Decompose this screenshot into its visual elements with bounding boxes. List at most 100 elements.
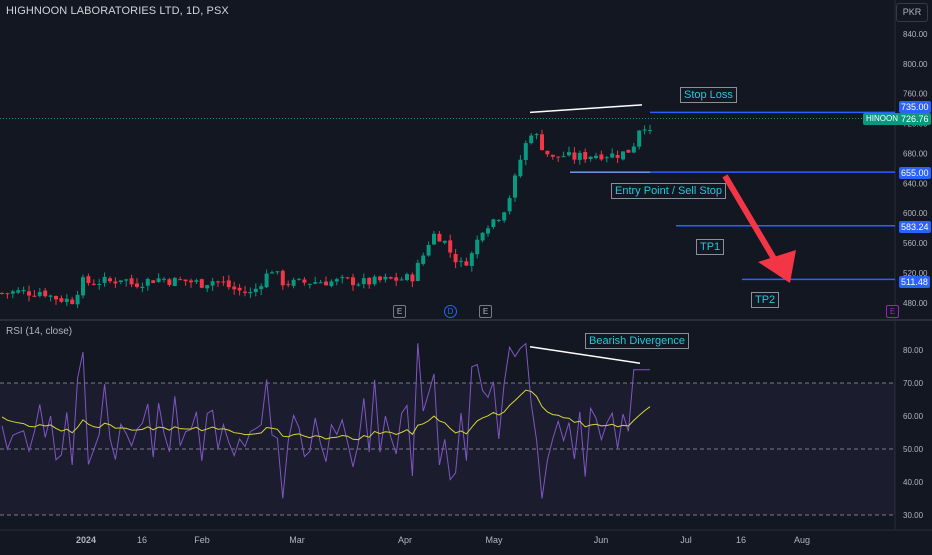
candle-body[interactable] [540, 134, 544, 151]
candle-body[interactable] [545, 150, 550, 155]
candle-body[interactable] [37, 292, 42, 296]
tp2-note[interactable]: TP2 [751, 292, 780, 308]
candle-body[interactable] [216, 281, 220, 283]
candle-body[interactable] [583, 152, 588, 160]
event-marker-earnings[interactable]: E [886, 305, 899, 318]
candle-body[interactable] [556, 156, 561, 158]
candle-body[interactable] [567, 152, 571, 156]
candle-body[interactable] [91, 283, 96, 285]
candle-body[interactable] [615, 154, 620, 158]
candle-body[interactable] [426, 244, 431, 256]
stop-loss-note[interactable]: Stop Loss [680, 87, 737, 103]
candle-body[interactable] [291, 279, 296, 286]
candle-body[interactable] [448, 240, 453, 253]
candle-body[interactable] [129, 278, 134, 285]
candle-body[interactable] [81, 277, 85, 296]
candle-body[interactable] [410, 274, 415, 282]
candle-body[interactable] [102, 276, 107, 283]
candle-body[interactable] [491, 219, 496, 227]
candle-body[interactable] [588, 156, 593, 160]
candle-body[interactable] [550, 154, 555, 157]
candle-body[interactable] [329, 281, 334, 287]
candle-body[interactable] [10, 291, 15, 294]
candle-body[interactable] [145, 278, 150, 286]
candle-body[interactable] [135, 283, 139, 287]
candle-body[interactable] [642, 129, 647, 131]
candle-body[interactable] [486, 228, 490, 234]
candle-body[interactable] [75, 294, 80, 305]
candle-body[interactable] [151, 280, 156, 283]
candle-body[interactable] [351, 277, 355, 286]
candle-body[interactable] [270, 272, 274, 274]
candle-body[interactable] [167, 279, 172, 285]
candle-body[interactable] [496, 219, 501, 221]
candle-body[interactable] [534, 134, 539, 136]
tp1-note[interactable]: TP1 [696, 239, 725, 255]
candle-body[interactable] [226, 280, 231, 288]
candle-body[interactable] [388, 277, 393, 279]
candle-body[interactable] [172, 277, 177, 287]
candle-body[interactable] [356, 284, 361, 286]
rsi-line[interactable] [1, 342, 650, 499]
event-marker-earnings[interactable]: E [479, 305, 492, 318]
candle-body[interactable] [475, 239, 480, 255]
candle-body[interactable] [43, 290, 48, 297]
candle-body[interactable] [324, 281, 328, 286]
candle-body[interactable] [453, 253, 458, 263]
candle-body[interactable] [210, 281, 215, 286]
candle-body[interactable] [205, 285, 210, 289]
event-marker-dividend[interactable]: D [444, 305, 457, 318]
candle-body[interactable] [5, 293, 10, 295]
price-trendline[interactable] [529, 104, 643, 114]
candle-body[interactable] [378, 276, 382, 281]
candle-body[interactable] [405, 274, 409, 280]
candle-body[interactable] [0, 292, 4, 294]
candle-body[interactable] [523, 143, 528, 160]
candle-body[interactable] [178, 279, 183, 281]
candle-body[interactable] [221, 281, 226, 283]
candle-body[interactable] [480, 232, 485, 241]
candle-body[interactable] [367, 277, 372, 285]
candle-body[interactable] [334, 279, 339, 282]
candle-body[interactable] [518, 159, 523, 177]
candle-body[interactable] [637, 130, 642, 147]
candle-body[interactable] [86, 276, 91, 284]
candle-body[interactable] [594, 155, 598, 158]
candle-body[interactable] [162, 278, 166, 280]
candle-body[interactable] [264, 273, 269, 288]
candle-body[interactable] [631, 146, 636, 153]
entry-note[interactable]: Entry Point / Sell Stop [611, 183, 726, 199]
candle-body[interactable] [513, 175, 517, 198]
event-marker-earnings[interactable]: E [393, 305, 406, 318]
candle-body[interactable] [529, 135, 534, 144]
candle-body[interactable] [243, 291, 247, 293]
candle-body[interactable] [183, 279, 188, 282]
candle-body[interactable] [626, 149, 631, 153]
candle-body[interactable] [313, 282, 318, 284]
candle-body[interactable] [59, 298, 64, 302]
rsi-ma-line[interactable] [1, 389, 651, 441]
candle-body[interactable] [361, 278, 366, 285]
candle-body[interactable] [502, 212, 507, 221]
candle-body[interactable] [318, 282, 323, 284]
candle-body[interactable] [118, 280, 123, 283]
candle-body[interactable] [124, 279, 129, 281]
candle-body[interactable] [16, 290, 21, 293]
candle-body[interactable] [372, 276, 377, 285]
candle-body[interactable] [199, 279, 204, 288]
candle-body[interactable] [253, 288, 258, 293]
candle-body[interactable] [345, 277, 350, 279]
candle-body[interactable] [280, 270, 285, 286]
candle-body[interactable] [156, 278, 161, 282]
candle-body[interactable] [302, 279, 307, 283]
candle-body[interactable] [572, 152, 577, 160]
candle-body[interactable] [64, 298, 69, 302]
candle-body[interactable] [232, 286, 237, 290]
candle-body[interactable] [307, 283, 312, 285]
candle-body[interactable] [507, 198, 512, 212]
candle-body[interactable] [54, 295, 58, 300]
currency-button[interactable]: PKR [896, 3, 928, 22]
candle-body[interactable] [48, 295, 53, 297]
